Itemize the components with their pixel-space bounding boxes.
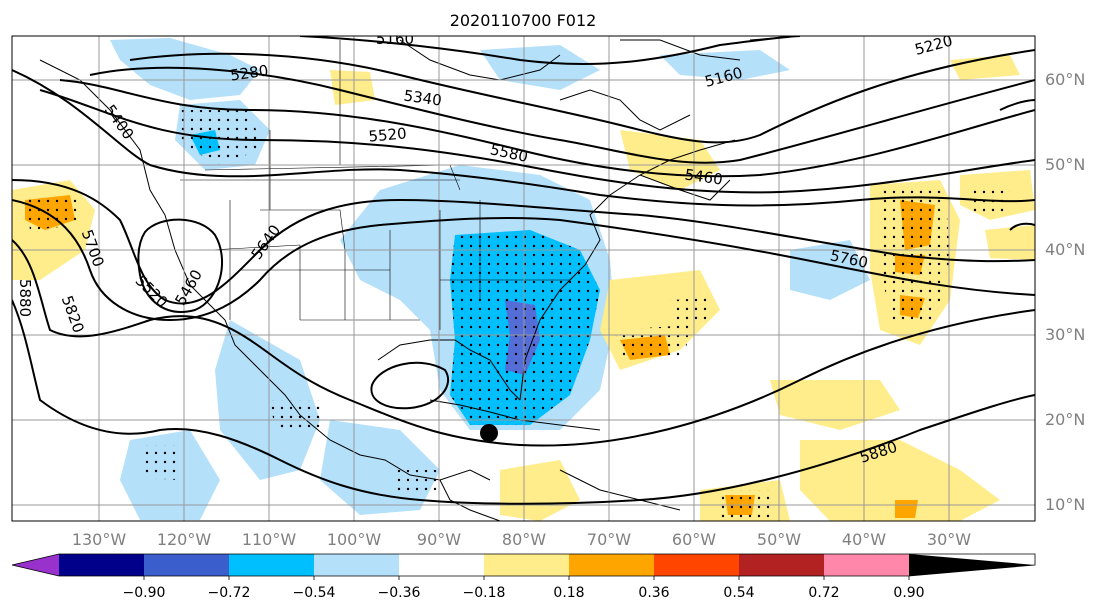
coastlines [39, 36, 801, 521]
colorbar-tick-label: 0.90 [893, 585, 924, 601]
colorbar: −0.90 −0.72 −0.54 −0.36 −0.18 0.18 0.36 … [11, 553, 1036, 601]
contour-label: 5520 [368, 124, 408, 145]
lon-label: 60°W [672, 530, 716, 549]
contour-label: 5280 [229, 61, 269, 84]
contour-label: 5160 [376, 30, 414, 48]
colorbar-tick-label: −0.90 [123, 585, 166, 601]
colorbar-segment [314, 554, 399, 576]
lat-label: 10°N [1045, 495, 1085, 514]
map-frame [11, 35, 1036, 522]
lon-label: 40°W [842, 530, 886, 549]
lon-label: 120°W [157, 530, 212, 549]
height-contours [12, 36, 1035, 505]
colorbar-tick-label: 0.18 [553, 585, 584, 601]
lat-label: 50°N [1045, 155, 1085, 174]
storm-center-marker [480, 424, 498, 442]
colorbar-segment [12, 554, 59, 576]
lat-label: 60°N [1045, 70, 1085, 89]
colorbar-tick-label: 0.36 [638, 585, 669, 601]
colorbar-segment [654, 554, 739, 576]
colorbar-tick-label: −0.54 [293, 585, 336, 601]
contour-label: 5340 [403, 86, 443, 109]
colorbar-tick-label: −0.72 [208, 585, 251, 601]
contour-label: 5460 [684, 165, 724, 188]
lon-label: 50°W [757, 530, 801, 549]
colorbar-outline [11, 553, 1036, 577]
lon-label: 70°W [587, 530, 631, 549]
colorbar-segment [909, 554, 1035, 576]
map-title: 2020110700 F012 [450, 11, 597, 30]
lon-label: 80°W [502, 530, 546, 549]
colorbar-segment [824, 554, 909, 576]
lat-label: 40°N [1045, 240, 1085, 259]
colorbar-segment [739, 554, 824, 576]
colorbar-segment [569, 554, 654, 576]
map-area: 5160 5160 5220 5280 5340 5400 5460 5460 … [12, 30, 1035, 521]
lon-label: 110°W [242, 530, 297, 549]
colorbar-segment [229, 554, 314, 576]
colorbar-segment [399, 554, 484, 576]
lon-label: 90°W [417, 530, 461, 549]
lon-label: 30°W [927, 530, 971, 549]
colorbar-segment [144, 554, 229, 576]
contour-label: 5880 [16, 279, 34, 317]
colorbar-tick-label: −0.18 [463, 585, 506, 601]
lat-label: 20°N [1045, 410, 1085, 429]
significance-stippling [25, 110, 1010, 521]
latitude-labels: 60°N 50°N 40°N 30°N 20°N 10°N [1045, 70, 1085, 514]
colorbar-segment [484, 554, 569, 576]
colorbar-tick-label: 0.72 [808, 585, 839, 601]
lon-label: 130°W [72, 530, 127, 549]
colorbar-tick-label: −0.36 [378, 585, 421, 601]
colorbar-tick-label: 0.54 [723, 585, 754, 601]
colorbar-segment [59, 554, 144, 576]
lat-label: 30°N [1045, 325, 1085, 344]
lon-label: 100°W [327, 530, 382, 549]
longitude-labels: 130°W 120°W 110°W 100°W 90°W 80°W 70°W 6… [72, 530, 971, 549]
